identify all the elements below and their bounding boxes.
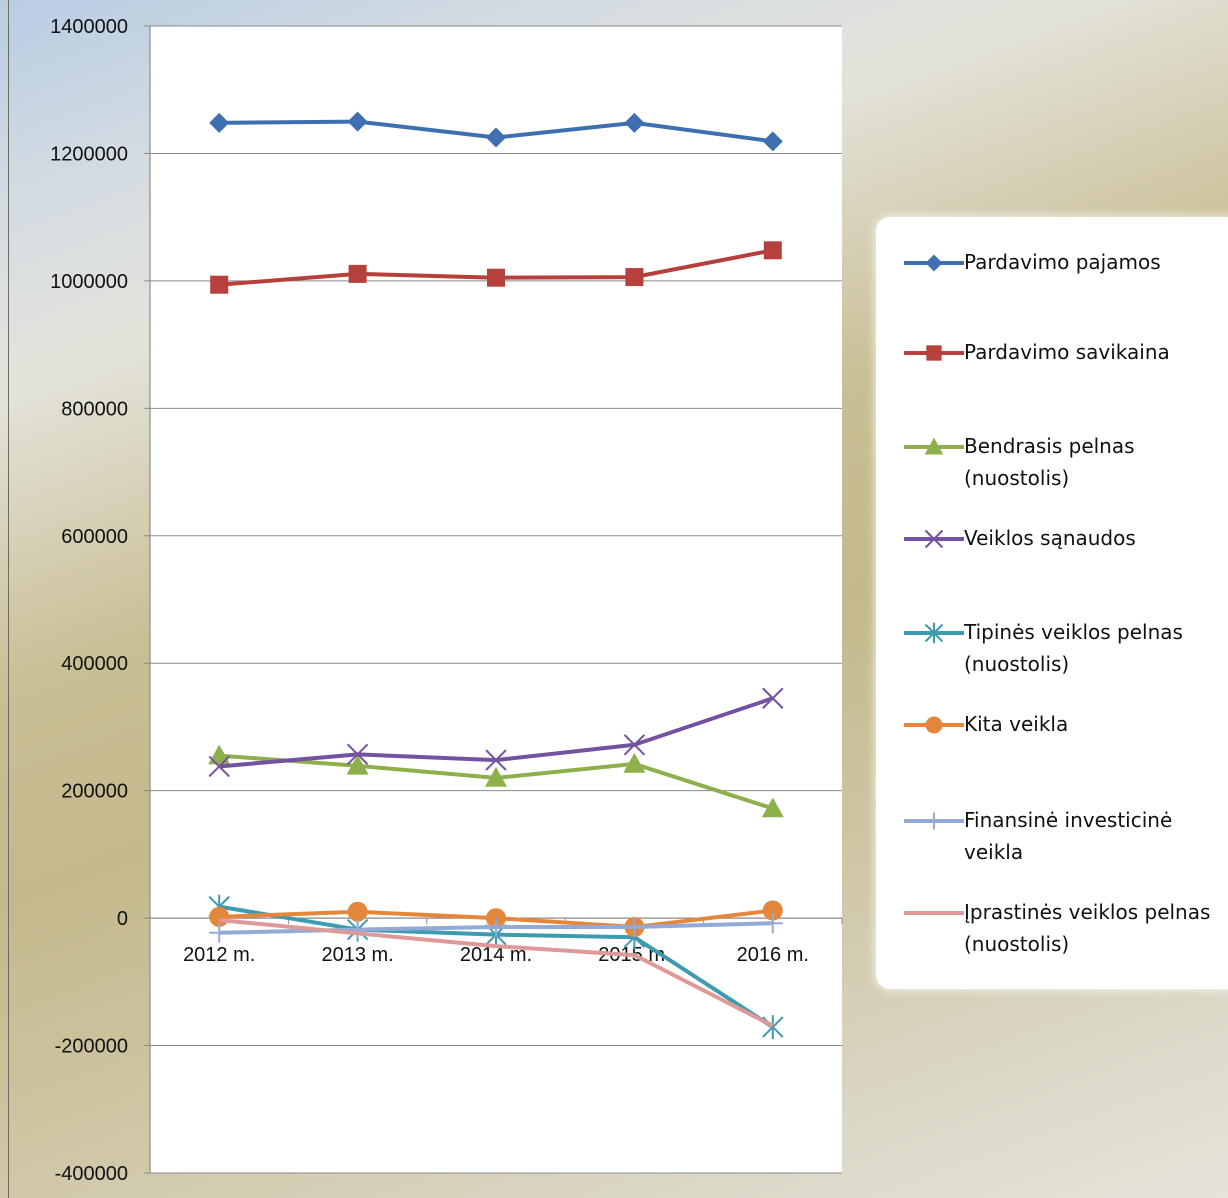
legend-symbol — [904, 529, 964, 549]
data-point — [346, 754, 369, 775]
legend-label: Įprastinės veiklos pelnas (nuostolis) — [964, 900, 1211, 956]
x-tick-label: 2012 m. — [183, 944, 255, 966]
data-point — [761, 797, 784, 818]
legend-item: Pardavimo savikaina — [904, 339, 1228, 368]
legend-label: Finansinė investicinė veikla — [964, 808, 1173, 864]
data-point — [762, 913, 783, 934]
data-point — [926, 345, 942, 361]
data-point — [210, 275, 229, 294]
legend-item: Finansinė investicinė veikla — [904, 807, 1228, 868]
legend-label: Bendrasis pelnas (nuostolis) — [964, 434, 1135, 490]
data-point — [486, 917, 506, 938]
data-point — [762, 687, 784, 709]
legend-symbol — [904, 254, 964, 272]
data-point — [924, 622, 944, 644]
y-tick-label: -400000 — [55, 1163, 128, 1185]
legend-symbol — [904, 345, 964, 361]
data-point — [347, 919, 368, 940]
legend-symbol — [904, 812, 964, 830]
data-point — [924, 529, 944, 549]
series-line — [219, 918, 774, 1028]
series-lines — [208, 111, 784, 1040]
data-point — [208, 755, 230, 778]
legend-symbol — [904, 622, 964, 644]
legend-item: Pardavimo pajamos — [904, 249, 1228, 278]
y-tick-label: 400000 — [61, 653, 128, 675]
legend-item: Veiklos sąnaudos — [904, 525, 1228, 554]
series-2 — [210, 241, 782, 294]
x-tick-label: 2016 m. — [737, 944, 809, 966]
x-tick-label: 2013 m. — [321, 944, 393, 966]
y-tick-label: 1200000 — [50, 143, 128, 165]
data-point — [348, 264, 367, 283]
data-point — [209, 112, 230, 133]
y-tick-label: 600000 — [61, 526, 128, 548]
data-point — [485, 766, 507, 787]
series-3 — [208, 744, 784, 818]
y-tick-label: 1400000 — [50, 16, 128, 38]
legend-label: Veiklos sąnaudos — [964, 526, 1136, 550]
frame-border — [8, 0, 9, 1198]
data-point — [762, 900, 783, 921]
series-8 — [219, 918, 774, 1028]
y-tick-label: 200000 — [61, 781, 128, 803]
data-point — [486, 127, 506, 148]
data-point — [762, 131, 783, 152]
series-1 — [209, 111, 783, 152]
y-axis-tick-labels: 1400000 1200000 1000000 800000 600000 400000 2… — [50, 16, 128, 1185]
legend-label: Tipinės veiklos pelnas (nuostolis) — [964, 620, 1183, 676]
series-4 — [208, 687, 784, 778]
y-tick-label: -200000 — [55, 1036, 128, 1058]
legend: Pardavimo pajamos Pardavimo savikaina Bend… — [876, 217, 1228, 989]
legend-label: Pardavimo pajamos — [964, 250, 1161, 274]
data-point — [624, 112, 645, 133]
plot-area — [150, 26, 842, 1173]
data-point — [624, 917, 645, 938]
y-tick-label: 800000 — [61, 398, 128, 420]
data-point — [347, 901, 368, 922]
data-point — [625, 268, 644, 287]
data-point — [487, 268, 505, 287]
legend-symbol — [904, 911, 964, 915]
data-point — [209, 922, 230, 943]
legend-label: Pardavimo savikaina — [964, 340, 1170, 364]
legend-item: Įprastinės veiklos pelnas (nuostolis) — [904, 899, 1228, 960]
data-point — [623, 752, 646, 773]
x-tick-label: 2014 m. — [460, 944, 532, 966]
legend-item: Kita veikla — [904, 711, 1228, 740]
data-point — [763, 241, 782, 260]
data-point — [924, 437, 944, 455]
data-point — [623, 734, 646, 756]
data-point — [485, 749, 507, 771]
data-point — [347, 111, 368, 132]
legend-symbol — [904, 716, 964, 734]
data-point — [925, 812, 943, 830]
legend-symbol — [904, 437, 964, 455]
legend-item: Bendrasis pelnas (nuostolis) — [904, 433, 1228, 494]
data-point — [346, 743, 369, 766]
legend-item: Tipinės veiklos pelnas (nuostolis) — [904, 619, 1228, 680]
data-point — [925, 716, 943, 734]
y-tick-label: 0 — [117, 908, 128, 930]
y-tick-label: 1000000 — [50, 271, 128, 293]
legend-label: Kita veikla — [964, 712, 1069, 736]
data-point — [208, 744, 231, 765]
data-point — [925, 254, 943, 272]
